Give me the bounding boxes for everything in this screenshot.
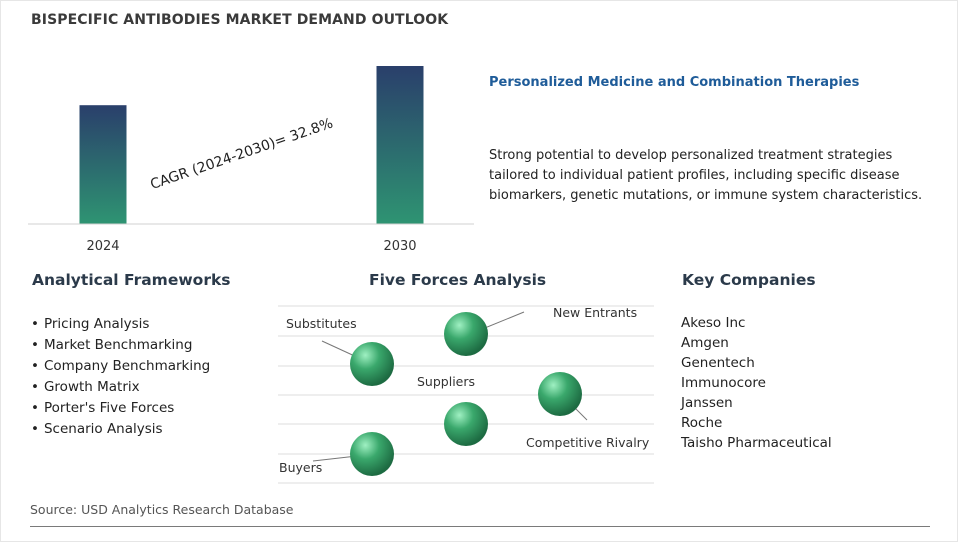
- company-item: Akeso Inc: [681, 315, 746, 331]
- new-entrants-sphere: [444, 312, 488, 356]
- substitutes-sphere: [350, 342, 394, 386]
- company-item: Amgen: [681, 335, 729, 351]
- competitive-rivalry-sphere: [538, 372, 582, 416]
- framework-item: Scenario Analysis: [31, 419, 210, 440]
- buyers-label: Buyers: [279, 460, 322, 475]
- competitive-rivalry-label: Competitive Rivalry: [526, 435, 650, 450]
- bar-2030: [376, 66, 424, 224]
- trend-title: Personalized Medicine and Combination Th…: [489, 75, 860, 90]
- company-item: Taisho Pharmaceutical: [681, 435, 832, 451]
- x-tick-label-2030: 2030: [383, 239, 416, 254]
- company-item: Immunocore: [681, 375, 766, 391]
- five-forces-diagram: Substitutes New Entrants Suppliers Compe…: [278, 305, 654, 484]
- source-note: Source: USD Analytics Research Database: [30, 502, 294, 517]
- framework-item: Porter's Five Forces: [31, 398, 210, 419]
- bar-2024: [79, 105, 127, 224]
- companies-heading: Key Companies: [682, 271, 816, 289]
- framework-item: Growth Matrix: [31, 377, 210, 398]
- page-title: BISPECIFIC ANTIBODIES MARKET DEMAND OUTL…: [31, 12, 449, 28]
- trend-description: Strong potential to develop personalized…: [489, 148, 923, 203]
- suppliers-label: Suppliers: [417, 374, 475, 389]
- market-bar-chart: 2024 2030 CAGR (2024-2030)= 32.8%: [28, 66, 474, 254]
- company-item: Janssen: [681, 395, 733, 411]
- suppliers-sphere: [444, 402, 488, 446]
- new-entrants-label: New Entrants: [553, 305, 637, 320]
- substitutes-label: Substitutes: [286, 316, 357, 331]
- footer-divider: [30, 526, 930, 527]
- framework-item: Company Benchmarking: [31, 356, 210, 377]
- frameworks-heading: Analytical Frameworks: [32, 271, 231, 289]
- frameworks-list: Pricing Analysis Market Benchmarking Com…: [31, 314, 210, 440]
- company-item: Genentech: [681, 355, 755, 371]
- cagr-annotation: CAGR (2024-2030)= 32.8%: [148, 115, 335, 193]
- framework-item: Pricing Analysis: [31, 314, 210, 335]
- framework-item: Market Benchmarking: [31, 335, 210, 356]
- five-forces-grid: [278, 305, 654, 484]
- company-item: Roche: [681, 415, 723, 431]
- buyers-sphere: [350, 432, 394, 476]
- companies-list: Akeso Inc Amgen Genentech Immunocore Jan…: [681, 313, 832, 453]
- x-tick-label-2024: 2024: [86, 239, 119, 254]
- five-forces-heading: Five Forces Analysis: [369, 271, 547, 289]
